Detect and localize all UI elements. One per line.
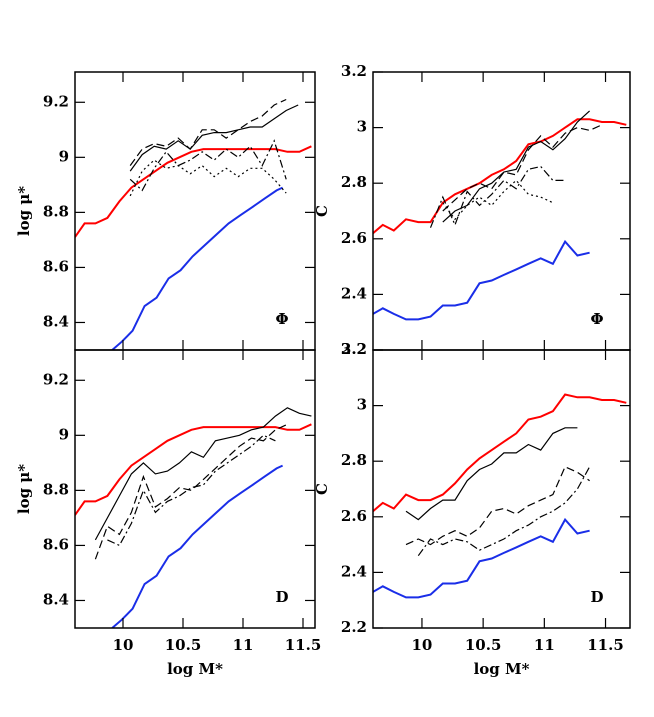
annotation: D (275, 588, 288, 606)
series-line (75, 423, 312, 516)
panel (373, 110, 627, 321)
panel (75, 407, 312, 628)
panel (75, 98, 312, 350)
x-tick-label: 10.5 (165, 636, 202, 654)
series-line (405, 427, 578, 521)
series-line (373, 393, 627, 512)
x-tick-label: 10.5 (465, 636, 502, 654)
y-tick-label: 3 (357, 118, 367, 136)
x-tick-label: 10 (113, 636, 134, 654)
y-tick-label: 8.8 (43, 480, 69, 498)
frame (74, 71, 316, 351)
series-line (442, 124, 603, 212)
y-tick-label: 3.2 (341, 340, 367, 358)
series-line (417, 466, 591, 557)
y-tick-label: 9 (59, 425, 69, 443)
y-tick-label: 3.2 (341, 62, 367, 80)
series-line (129, 159, 287, 197)
y-tick-label: 9.2 (43, 370, 69, 388)
series-line (442, 110, 591, 223)
series-line (94, 423, 288, 560)
panel (373, 393, 627, 599)
y-tick-label: 8.4 (43, 312, 69, 330)
frame (74, 349, 316, 629)
series-line (405, 466, 590, 546)
x-tick-label: 11.5 (587, 636, 624, 654)
annotation: Φ (590, 310, 603, 328)
frame (372, 349, 631, 629)
annotation: D (590, 588, 603, 606)
x-axis-label: log M* (474, 660, 530, 678)
y-tick-label: 2.2 (341, 618, 367, 636)
series-line (129, 139, 287, 192)
series-line (373, 118, 627, 234)
x-tick-label: 10 (412, 636, 433, 654)
y-tick-label: 2.2 (341, 340, 367, 358)
x-tick-label: 11 (534, 636, 555, 654)
y-axis-label: C (313, 205, 331, 217)
y-tick-label: 8.6 (43, 257, 69, 275)
x-tick-label: 11.5 (285, 636, 322, 654)
series-line (111, 186, 284, 350)
y-tick-label: 2.6 (341, 229, 367, 247)
y-tick-label: 2.4 (341, 562, 367, 580)
y-tick-label: 2.8 (341, 451, 367, 469)
series-line (107, 434, 276, 547)
y-tick-label: 8.8 (43, 202, 69, 220)
series-line (111, 464, 284, 628)
series-line (373, 517, 590, 599)
y-tick-label: 2.4 (341, 284, 367, 302)
y-axis-label: C (313, 483, 331, 495)
y-axis-label: log μ* (15, 186, 33, 236)
frame (372, 71, 631, 351)
x-tick-label: 11 (233, 636, 254, 654)
y-tick-label: 9.2 (43, 92, 69, 110)
y-tick-label: 2.6 (341, 507, 367, 525)
y-tick-label: 8.6 (43, 535, 69, 553)
annotation: Φ (275, 310, 288, 328)
series-line (129, 104, 299, 172)
y-tick-label: 9 (59, 147, 69, 165)
y-tick-label: 2.8 (341, 173, 367, 191)
series-line (373, 239, 590, 321)
y-tick-label: 3 (357, 396, 367, 414)
x-axis-label: log M* (167, 660, 223, 678)
y-tick-label: 8.4 (43, 590, 69, 608)
y-axis-label: log μ* (15, 464, 33, 514)
series-line (75, 145, 312, 238)
series-line (94, 407, 312, 541)
